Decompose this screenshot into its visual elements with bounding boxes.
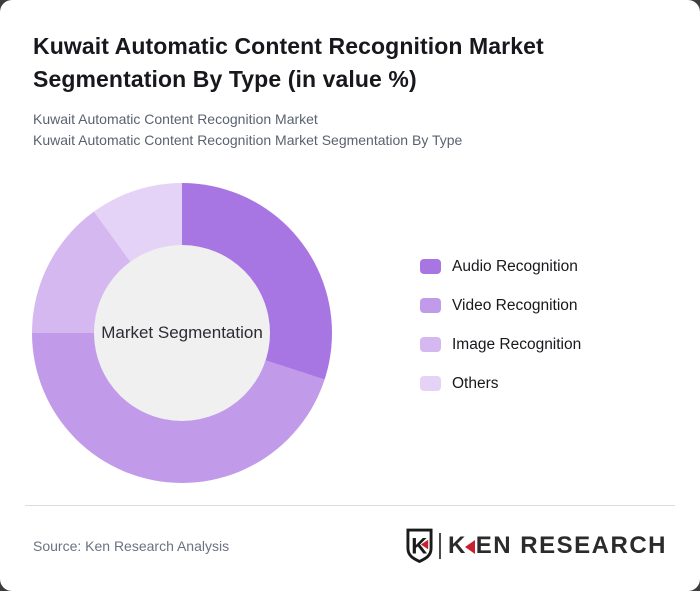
- legend-swatch-icon: [420, 337, 441, 352]
- donut-chart: Market Segmentation: [32, 183, 332, 483]
- legend-label: Image Recognition: [452, 335, 582, 353]
- logo-divider-bar: [438, 532, 441, 559]
- logo-red-triangle-icon: [464, 539, 475, 554]
- chart-title: Kuwait Automatic Content Recognition Mar…: [33, 33, 544, 92]
- footer-divider: [25, 505, 675, 506]
- legend-item-others: Others: [420, 374, 581, 392]
- chart-legend: Audio Recognition Video Recognition Image …: [420, 257, 582, 415]
- legend-item-audio-recognition: Audio Recognition: [420, 257, 581, 275]
- shield-icon: K: [406, 528, 433, 563]
- legend-item-video-recognition: Video Recognition: [420, 296, 581, 314]
- legend-label: Audio Recognition: [452, 257, 578, 275]
- svg-text:K: K: [411, 534, 427, 559]
- legend-swatch-icon: [420, 259, 441, 274]
- logo-letter-k: K: [447, 531, 467, 559]
- donut-center-label: Market Segmentation: [101, 323, 263, 342]
- logo-wordmark: K EN RESEARCH: [448, 532, 667, 560]
- donut-center: Market Segmentation: [94, 245, 270, 421]
- legend-item-image-recognition: Image Recognition: [420, 335, 582, 353]
- legend-label: Video Recognition: [452, 296, 578, 314]
- subtitle-line-2: Kuwait Automatic Content Recognition Mar…: [33, 132, 463, 148]
- legend-swatch-icon: [420, 376, 441, 391]
- subtitle-line-1: Kuwait Automatic Content Recognition Mar…: [33, 111, 318, 127]
- chart-subtitles: Kuwait Automatic Content Recognition Mar…: [33, 109, 462, 151]
- source-note: Source: Ken Research Analysis: [33, 538, 230, 554]
- logo-wordmark-rest: EN RESEARCH: [475, 531, 667, 559]
- ken-research-logo: K K EN RESEARCH: [406, 527, 667, 564]
- legend-label: Others: [452, 374, 499, 392]
- legend-swatch-icon: [420, 298, 441, 313]
